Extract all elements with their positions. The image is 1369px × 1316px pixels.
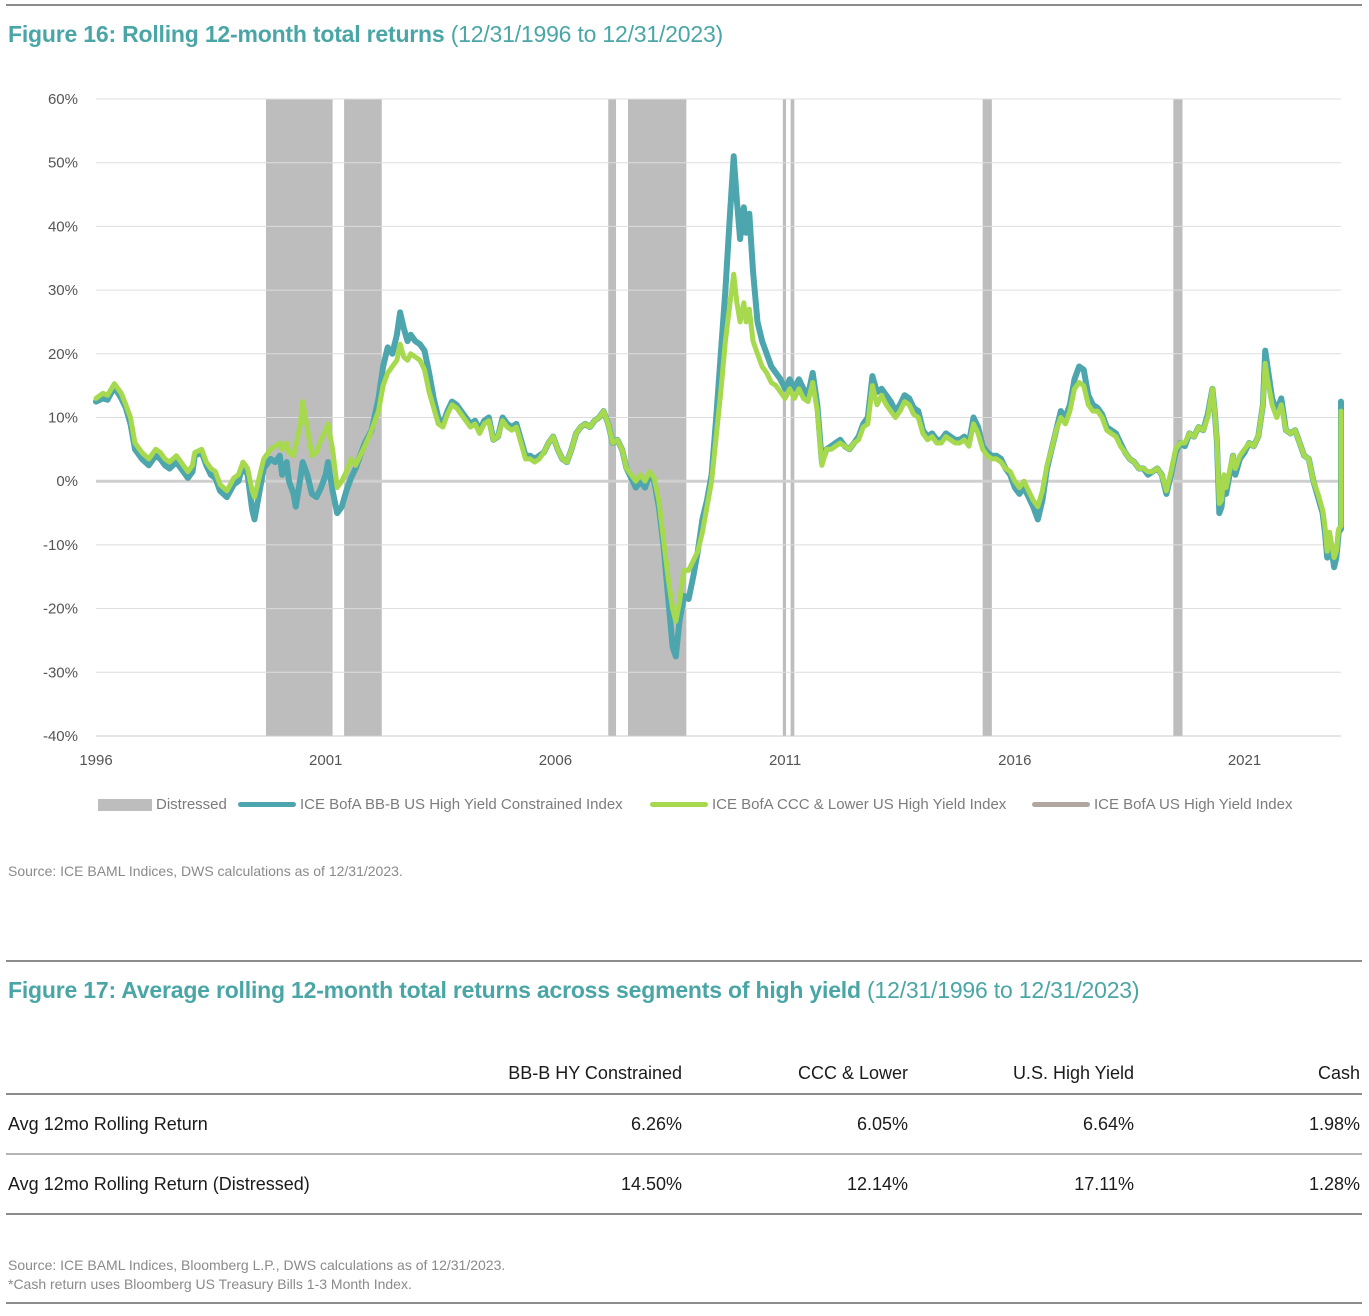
y-tick-label: 0% [56,473,78,490]
y-tick-label: -20% [43,601,78,618]
mid-rule [6,960,1362,962]
table-row: Avg 12mo Rolling Return (Distressed) 14.… [6,1154,1362,1215]
y-tick-labels: 60% 50% 40% 30% 20% 10% 0% -10% -20% -30% -40% [43,91,78,745]
series-line-ccc [93,271,1344,624]
legend-swatch-ccc [650,802,708,807]
x-tick-label: 2011 [769,752,801,769]
legend-label-us-hy: ICE BofA US High Yield Index [1094,796,1293,813]
row-label: Avg 12mo Rolling Return [6,1094,336,1155]
legend-swatch-distressed [98,798,152,811]
y-tick-label: -40% [43,728,78,745]
legend-item-ccc: ICE BofA CCC & Lower US High Yield Index [650,796,1006,813]
series-line-bb-b [93,153,1344,660]
figure16-date-range: (12/31/1996 to 12/31/2023) [450,21,724,47]
figure17-title: Figure 17: Average rolling 12-month tota… [8,977,1140,1004]
cell-value: 12.14% [684,1154,910,1215]
top-rule [6,4,1362,6]
figure16-title-main: Figure 16: Rolling 12-month total return… [8,21,445,47]
bottom-rule [6,1302,1362,1304]
y-tick-label: -10% [43,537,78,554]
table-row: Avg 12mo Rolling Return 6.26% 6.05% 6.64… [6,1094,1362,1155]
legend-swatch-us-hy [1032,802,1090,807]
cell-value: 6.64% [910,1094,1136,1155]
legend-label-ccc: ICE BofA CCC & Lower US High Yield Index [712,796,1007,813]
figure16-title: Figure 16: Rolling 12-month total return… [8,21,723,48]
x-tick-label: 2001 [309,752,342,769]
legend-label-distressed: Distressed [156,796,227,813]
cell-value: 17.11% [910,1154,1136,1215]
row-label: Avg 12mo Rolling Return (Distressed) [6,1154,336,1215]
y-tick-label: 60% [48,91,78,108]
x-tick-label: 2006 [539,752,572,769]
y-tick-label: 10% [48,410,78,427]
x-tick-label: 2016 [998,752,1031,769]
x-tick-label: 1996 [79,752,112,769]
figure16-source: Source: ICE BAML Indices, DWS calculatio… [8,863,403,879]
figure17-footnotes: Source: ICE BAML Indices, Bloomberg L.P.… [8,1256,505,1294]
y-tick-label: 30% [48,282,78,299]
cell-value: 6.26% [336,1094,684,1155]
column-header: Cash [1136,1053,1362,1095]
table-header-row: BB-B HY Constrained CCC & Lower U.S. Hig… [6,1053,1362,1095]
returns-summary-table: BB-B HY Constrained CCC & Lower U.S. Hig… [6,1053,1362,1215]
y-tick-label: 40% [48,218,78,235]
legend-swatch-bb-b [238,802,296,807]
cell-value: 1.28% [1136,1154,1362,1215]
figure17-note: *Cash return uses Bloomberg US Treasury … [8,1276,412,1292]
cell-value: 14.50% [336,1154,684,1215]
column-header: CCC & Lower [684,1053,910,1095]
figure17-title-main: Figure 17: Average rolling 12-month tota… [8,977,861,1003]
legend-label-bb-b: ICE BofA BB-B US High Yield Constrained … [300,796,623,813]
header-blank [6,1053,336,1095]
y-tick-label: -30% [43,664,78,681]
x-tick-label: 2021 [1228,752,1261,769]
x-tick-labels: 1996 2001 2006 2011 2016 2021 [79,752,1261,769]
y-tick-label: 50% [48,155,78,172]
y-tick-label: 20% [48,346,78,363]
cell-value: 1.98% [1136,1094,1362,1155]
column-header: U.S. High Yield [910,1053,1136,1095]
legend-item-bb-b: ICE BofA BB-B US High Yield Constrained … [238,796,623,813]
legend-item-distressed: Distressed [98,796,227,813]
returns-line-chart: 60% 50% 40% 30% 20% 10% 0% -10% -20% -30% -40% 199… [43,91,1344,769]
figure17-source: Source: ICE BAML Indices, Bloomberg L.P.… [8,1257,506,1273]
cell-value: 6.05% [684,1094,910,1155]
grid-lines [96,98,1341,737]
legend-item-us-hy: ICE BofA US High Yield Index [1032,796,1292,813]
series-lines [93,153,1344,660]
column-header: BB-B HY Constrained [336,1053,684,1095]
figure17-date-range: (12/31/1996 to 12/31/2023) [867,977,1140,1003]
